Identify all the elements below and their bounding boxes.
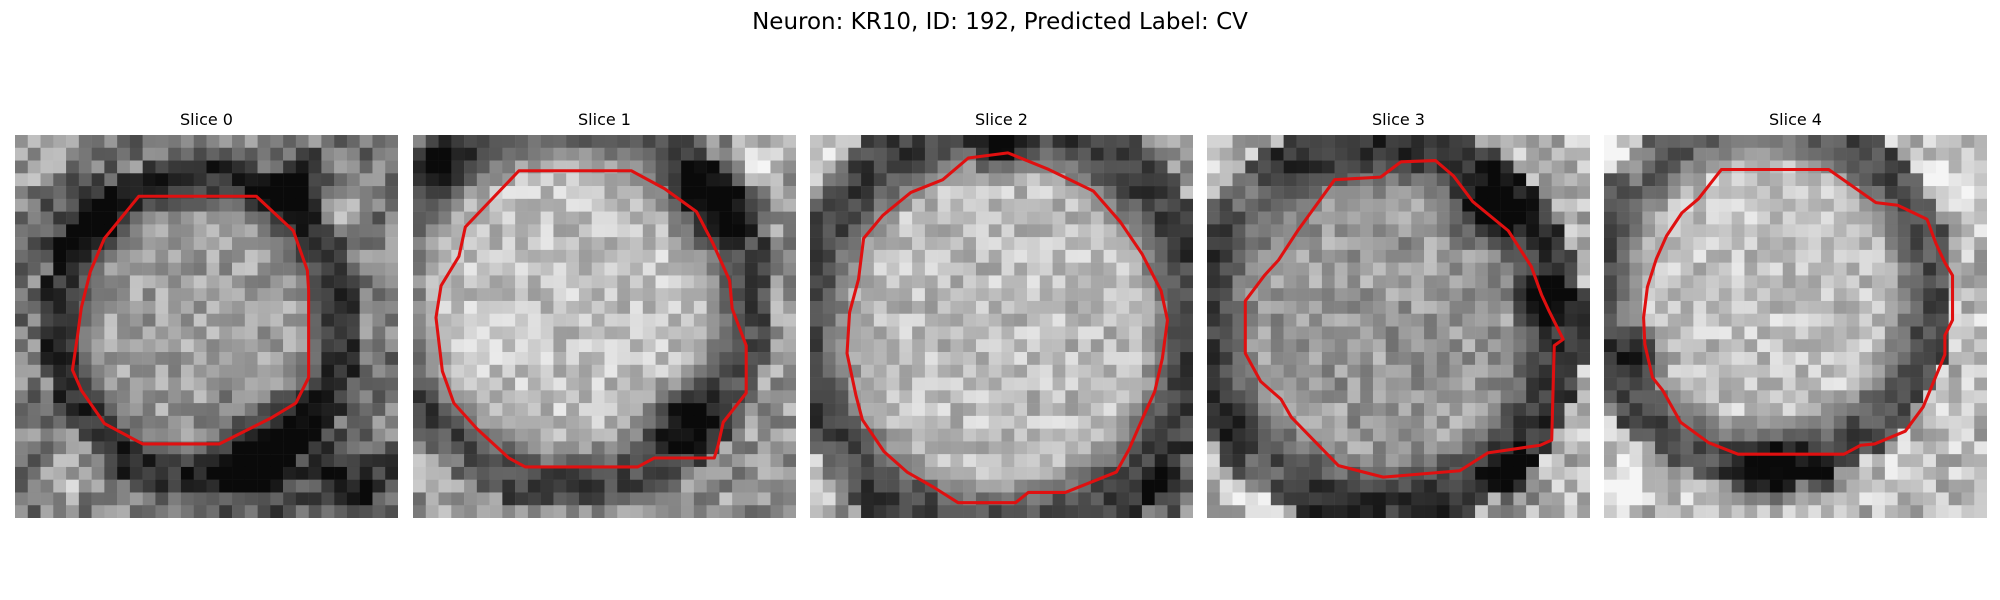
slice-image: [1207, 135, 1590, 518]
slice-title: Slice 2: [975, 110, 1028, 129]
slice-image: [1604, 135, 1987, 518]
figure-title: Neuron: KR10, ID: 192, Predicted Label: …: [752, 9, 1248, 35]
cell-contour: [1243, 159, 1565, 479]
slice-title: Slice 3: [1372, 110, 1425, 129]
slice-title: Slice 1: [578, 110, 631, 129]
slice-title: Slice 0: [180, 110, 233, 129]
cell-contour: [434, 169, 748, 469]
slice-title: Slice 4: [1769, 110, 1822, 129]
slice-image: [810, 135, 1193, 518]
slice-panel-0: Slice 0: [15, 110, 398, 518]
cell-contour: [845, 151, 1169, 505]
slice-panel-3: Slice 3: [1207, 110, 1590, 518]
cell-contour: [70, 194, 311, 446]
slice-panel-1: Slice 1: [413, 110, 796, 518]
slice-panel-2: Slice 2: [810, 110, 1193, 518]
slice-panel-4: Slice 4: [1604, 110, 1987, 518]
slice-image: [15, 135, 398, 518]
cell-contour: [1642, 167, 1955, 456]
slice-image: [413, 135, 796, 518]
